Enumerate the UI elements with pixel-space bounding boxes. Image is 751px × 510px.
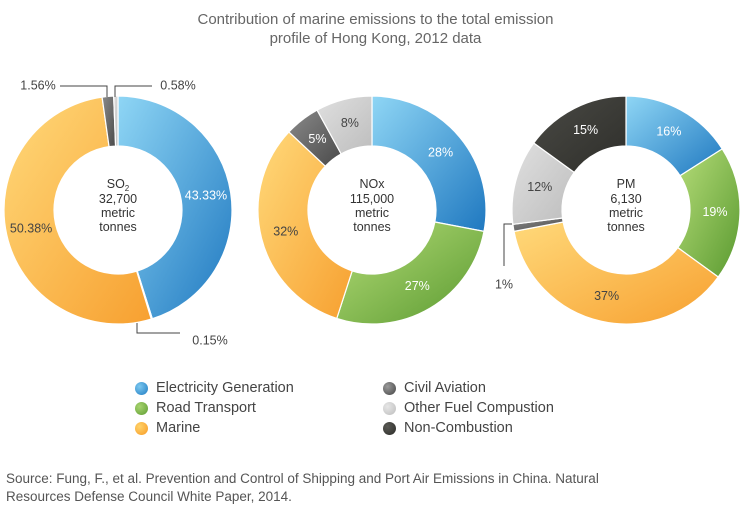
- legend-label-noncombustion: Non-Combustion: [404, 420, 513, 436]
- center-label-line: metric: [101, 206, 135, 220]
- legend-item-noncombustion: Non-Combustion: [383, 420, 513, 436]
- leader-line-road: [136, 323, 180, 334]
- slice-label-noncombustion: 15%: [573, 123, 598, 137]
- slice-noncombustion: [532, 95, 627, 174]
- center-label-line: 115,000: [350, 192, 394, 206]
- legend-swatch-other: [383, 401, 396, 415]
- center-pollutant-label: PM: [617, 177, 636, 191]
- slice-marine: [513, 221, 720, 325]
- legend-item-electricity: Electricity Generation: [135, 380, 294, 396]
- center-pollutant-label: NOx: [360, 177, 386, 191]
- slice-label-other: 12%: [527, 180, 552, 194]
- center-label-line: tonnes: [99, 220, 137, 234]
- legend-item-marine: Marine: [135, 420, 200, 436]
- source-line-2: Resources Defense Council White Paper, 2…: [6, 489, 292, 504]
- leader-line-aviation: [60, 85, 108, 97]
- slice-label-road: 27%: [405, 279, 430, 293]
- slice-label-road: 19%: [702, 205, 727, 219]
- legend-swatch-electricity: [135, 381, 148, 395]
- legend-label-aviation: Civil Aviation: [404, 380, 486, 396]
- slice-other: [316, 95, 373, 155]
- donut-charts: 43.33%0.15%50.38%1.56% 0.58%SO232,700metr…: [3, 78, 741, 347]
- center-label-line: tonnes: [353, 220, 391, 234]
- slice-label-electricity: 28%: [428, 146, 453, 160]
- leader-line-other: [114, 85, 152, 97]
- slice-marine: [257, 131, 353, 320]
- slice-electricity: [371, 95, 487, 233]
- slice-road: [336, 221, 485, 325]
- legend-swatch-road: [135, 401, 148, 415]
- source-note: Source: Fung, F., et al. Prevention and …: [6, 470, 746, 506]
- source-line-1: Source: Fung, F., et al. Prevention and …: [6, 471, 599, 486]
- slice-label-aviation: 1.56%: [20, 78, 55, 92]
- slice-label-other: 0.58%: [160, 78, 195, 92]
- slice-label-electricity: 43.33%: [185, 189, 227, 203]
- leader-line-aviation: [503, 223, 512, 266]
- center-label-line: tonnes: [607, 220, 645, 234]
- slice-label-electricity: 16%: [656, 124, 681, 138]
- slice-marine: [3, 96, 152, 325]
- center-label-line: metric: [355, 206, 389, 220]
- slice-label-other: 8%: [341, 116, 359, 130]
- center-label-line: 6,130: [610, 192, 641, 206]
- slice-label-marine: 37%: [594, 289, 619, 303]
- donut-chart-0: 43.33% 0.15% 50.38% 1.56% 0.58% SO232,700metr…: [3, 78, 233, 347]
- legend-label-other: Other Fuel Compustion: [404, 400, 554, 416]
- center-pollutant-label: SO2: [107, 177, 130, 193]
- slice-label-aviation: 5%: [308, 132, 326, 146]
- legend-item-aviation: Civil Aviation: [383, 380, 486, 396]
- title-line-2: profile of Hong Kong, 2012 data: [269, 30, 482, 47]
- legend-label-road: Road Transport: [156, 400, 256, 416]
- slice-electricity: [117, 95, 233, 320]
- slice-label-marine: 50.38%: [10, 222, 52, 236]
- center-label-line: 32,700: [99, 192, 137, 206]
- slice-label-road: 0.15%: [192, 333, 227, 347]
- legend-item-road: Road Transport: [135, 400, 256, 416]
- legend-label-marine: Marine: [156, 420, 201, 436]
- legend-swatch-noncombustion: [383, 421, 396, 435]
- legend-label-electricity: Electricity Generation: [156, 380, 294, 396]
- center-label-line: metric: [609, 206, 643, 220]
- slice-label-marine: 32%: [273, 224, 298, 238]
- legend-swatch-aviation: [383, 381, 396, 395]
- chart-title: Contribution of marine emissions to the …: [0, 10, 751, 48]
- title-line-1: Contribution of marine emissions to the …: [197, 11, 554, 28]
- legend-swatch-marine: [135, 421, 148, 435]
- slice-label-aviation: 1%: [495, 277, 513, 291]
- legend-item-other: Other Fuel Compustion: [383, 400, 554, 416]
